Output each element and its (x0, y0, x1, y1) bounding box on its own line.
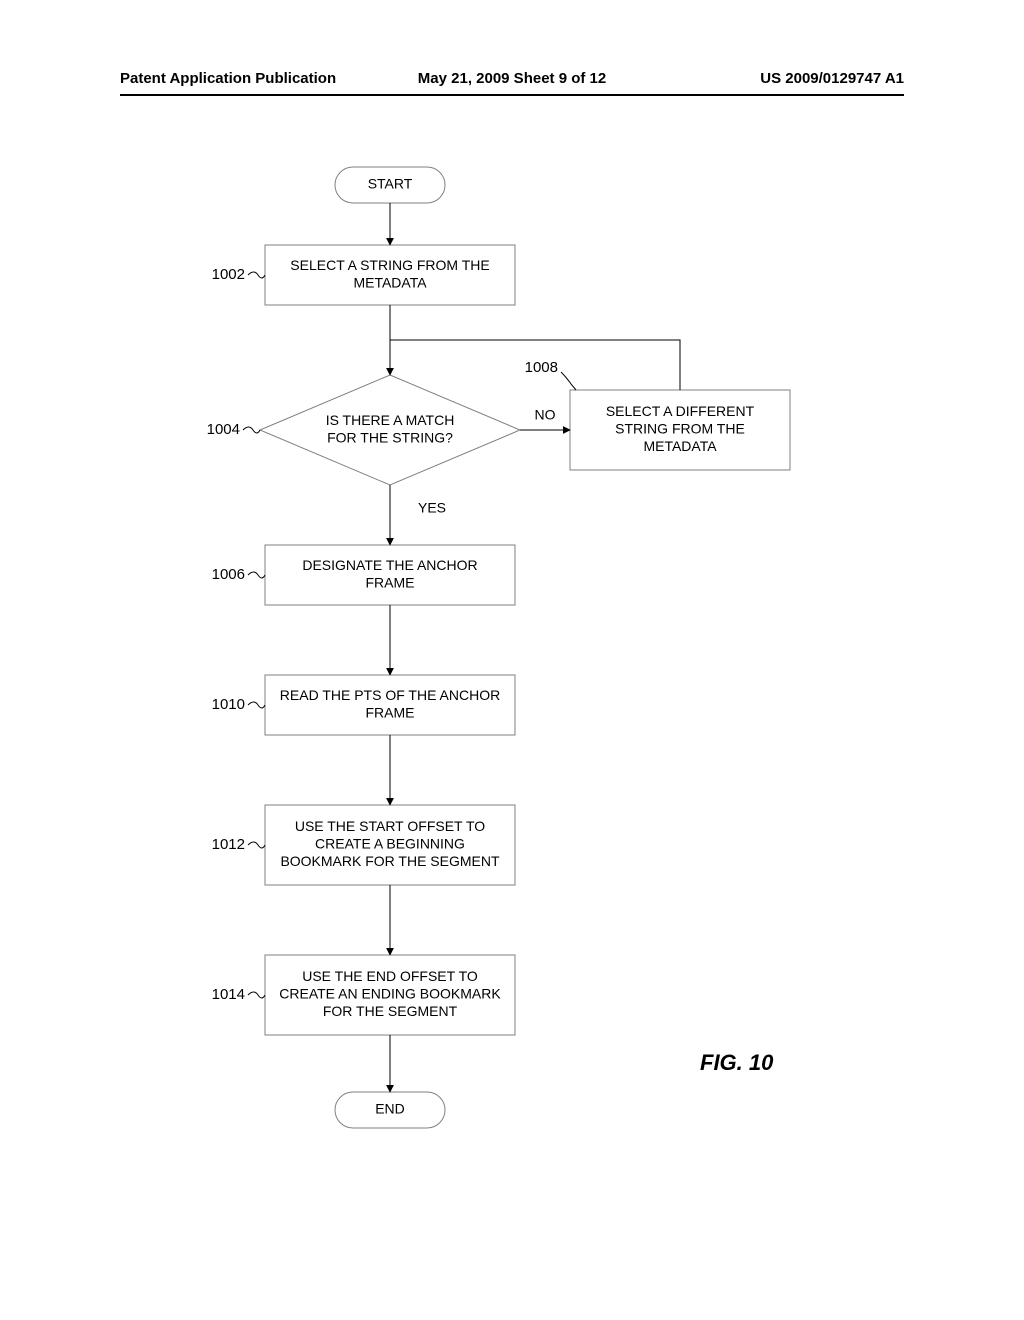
svg-text:START: START (368, 176, 413, 192)
node-end: END (335, 1092, 445, 1128)
flowchart: STARTSELECT A STRING FROM THEMETADATA100… (0, 0, 1024, 1320)
node-n1008: SELECT A DIFFERENT STRING FROM THEMETADAT… (525, 359, 790, 470)
svg-text:YES: YES (418, 500, 446, 516)
svg-text:1008: 1008 (525, 359, 558, 376)
svg-text:METADATA: METADATA (643, 438, 717, 454)
svg-text:FOR THE SEGMENT: FOR THE SEGMENT (323, 1003, 458, 1019)
node-n1006: DESIGNATE THE ANCHORFRAME 1006 (212, 545, 515, 605)
svg-text:USE THE START OFFSET TO: USE THE START OFFSET TO (295, 818, 485, 834)
svg-text:1010: 1010 (212, 696, 245, 713)
svg-text:FOR THE STRING?: FOR THE STRING? (327, 429, 453, 445)
edge: NO (520, 407, 570, 430)
svg-text:DESIGNATE THE ANCHOR: DESIGNATE THE ANCHOR (302, 557, 477, 573)
svg-text:STRING FROM THE: STRING FROM THE (615, 421, 745, 437)
svg-text:USE THE END OFFSET TO: USE THE END OFFSET TO (302, 968, 478, 984)
svg-text:1014: 1014 (212, 986, 245, 1003)
svg-text:CREATE A BEGINNING: CREATE A BEGINNING (315, 836, 465, 852)
node-n1010: READ THE PTS OF THE ANCHORFRAME 1010 (212, 675, 515, 735)
figure-label: FIG. 10 (700, 1050, 774, 1075)
node-start: START (335, 167, 445, 203)
node-n1004: IS THERE A MATCHFOR THE STRING? 1004 (207, 375, 520, 485)
svg-text:SELECT A DIFFERENT: SELECT A DIFFERENT (606, 403, 755, 419)
edge: YES (390, 485, 446, 545)
node-n1002: SELECT A STRING FROM THEMETADATA 1002 (212, 245, 515, 305)
page: Patent Application Publication May 21, 2… (0, 0, 1024, 1320)
svg-text:NO: NO (535, 407, 556, 423)
svg-text:FRAME: FRAME (366, 704, 415, 720)
svg-text:END: END (375, 1101, 405, 1117)
svg-text:METADATA: METADATA (353, 274, 427, 290)
svg-text:1004: 1004 (207, 421, 240, 438)
svg-text:SELECT A STRING FROM THE: SELECT A STRING FROM THE (290, 257, 489, 273)
svg-text:1002: 1002 (212, 266, 245, 283)
svg-text:FRAME: FRAME (366, 574, 415, 590)
node-n1012: USE THE START OFFSET TO CREATE A BEGINNIN… (212, 805, 515, 885)
svg-text:READ THE PTS OF THE ANCHOR: READ THE PTS OF THE ANCHOR (280, 687, 500, 703)
node-n1014: USE THE END OFFSET TO CREATE AN ENDING BO… (212, 955, 515, 1035)
svg-text:CREATE AN ENDING BOOKMARK: CREATE AN ENDING BOOKMARK (279, 986, 501, 1002)
svg-text:1012: 1012 (212, 836, 245, 853)
svg-text:BOOKMARK FOR THE SEGMENT: BOOKMARK FOR THE SEGMENT (280, 853, 500, 869)
svg-text:1006: 1006 (212, 566, 245, 583)
svg-text:IS THERE A MATCH: IS THERE A MATCH (326, 412, 455, 428)
